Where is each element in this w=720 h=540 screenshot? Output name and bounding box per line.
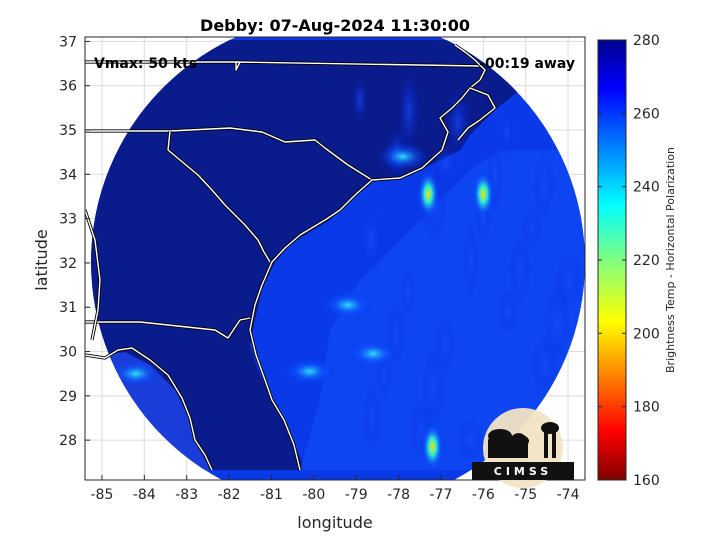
colorbar-tick-label: 260 (633, 106, 660, 122)
convective-cell (421, 422, 444, 471)
y-tick-label: 36 (59, 79, 77, 95)
x-tick-label: -81 (260, 487, 283, 503)
convective-cell (109, 359, 162, 388)
rain-band (497, 290, 519, 334)
x-tick-label: -85 (91, 487, 114, 503)
convective-cell (283, 357, 336, 386)
rain-band (463, 219, 479, 299)
rain-band (456, 418, 484, 462)
convective-cell (321, 291, 374, 320)
coastline-borders (85, 43, 497, 471)
x-tick-label: -82 (218, 487, 241, 503)
rain-band (434, 317, 456, 373)
y-axis-label: latitude (32, 229, 51, 290)
colorbar-label: Brightness Temp - Horizontal Polarizatio… (664, 147, 677, 373)
rain-band (364, 384, 380, 452)
y-tick-label: 28 (59, 433, 77, 449)
x-tick-label: -83 (175, 487, 198, 503)
colorbar-tick-label: 240 (633, 180, 660, 196)
vmax-annotation: Vmax: 50 kts (94, 56, 197, 72)
brightness-swath (91, 37, 585, 480)
x-tick-label: -74 (557, 487, 580, 503)
x-tick-label: -79 (345, 487, 368, 503)
land-region (91, 40, 585, 470)
x-tick-label: -78 (387, 487, 410, 503)
rain-band (555, 253, 583, 309)
x-tick-label: -80 (302, 487, 325, 503)
y-tick-label: 31 (59, 300, 77, 316)
x-axis-ticks: -85 -84 -83 -82 -81 -80 -79 -78 -77 -76 -75 -74 (91, 475, 580, 503)
x-tick-label: -77 (429, 487, 452, 503)
colorbar-tick-label: 200 (633, 326, 660, 342)
time-offset-annotation: -00:19 away (479, 56, 575, 72)
convective-cell (472, 170, 495, 219)
convective-cell (347, 339, 400, 368)
x-axis-label: longitude (297, 513, 372, 532)
convective-features (109, 71, 583, 471)
y-tick-label: 33 (59, 212, 77, 228)
convective-cell (376, 142, 429, 171)
rain-band (509, 236, 531, 304)
rain-band (357, 199, 385, 279)
y-tick-label: 32 (59, 256, 77, 272)
convective-cell (417, 170, 440, 219)
colorbar-tick-label: 280 (633, 33, 660, 49)
colorbar-tick-label: 180 (633, 400, 660, 416)
rain-band (444, 88, 472, 156)
colorbar-gradient (597, 39, 627, 481)
y-tick-label: 30 (59, 345, 77, 361)
rain-band (521, 206, 543, 250)
rain-band (400, 270, 416, 314)
colorbar-tick-label: 160 (633, 473, 660, 489)
colorbar-ticks: 160 180 200 220 240 260 280 (598, 33, 660, 489)
y-tick-label: 29 (59, 389, 77, 405)
x-tick-label: -84 (133, 487, 156, 503)
colorbar-tick-label: 220 (633, 253, 660, 269)
x-tick-label: -75 (514, 487, 537, 503)
chart-title: Debby: 07-Aug-2024 11:30:00 (200, 16, 470, 35)
plot-area: -85 -84 -83 -82 -81 -80 -79 -78 -77 -76 -75 -74 282… (59, 34, 586, 503)
y-axis-ticks: 28 29 30 31 32 33 34 35 36 37 (59, 34, 90, 449)
y-tick-label: 34 (59, 167, 77, 183)
colorbar: 160 180 200 220 240 260 280 Brightness Temp - … (597, 33, 677, 489)
x-tick-label: -76 (472, 487, 495, 503)
y-tick-label: 37 (59, 34, 77, 50)
y-tick-label: 35 (59, 123, 77, 139)
logo-text: CIMSS (494, 465, 552, 478)
cimss-logo: CIMSS (472, 408, 574, 488)
rain-band (533, 152, 555, 220)
rain-band (499, 105, 515, 161)
rain-band (398, 71, 420, 151)
rain-band (352, 78, 368, 122)
